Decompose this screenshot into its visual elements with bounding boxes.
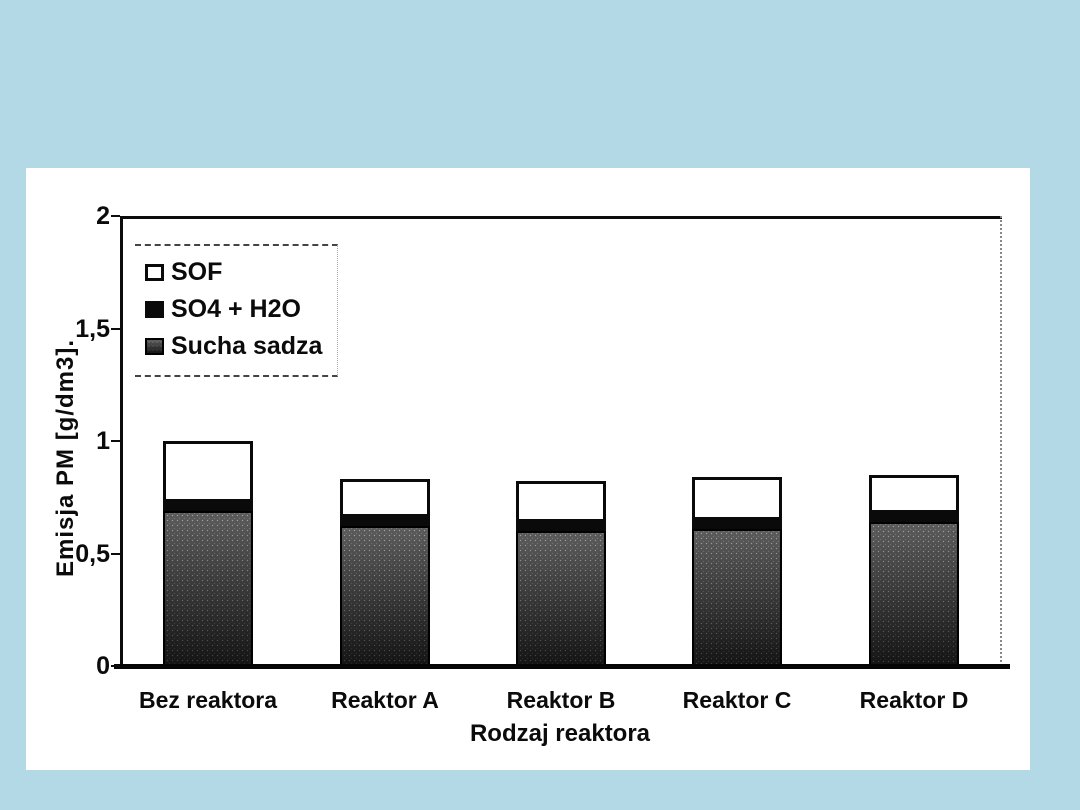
legend-label-sof: SOF	[171, 258, 223, 286]
bar-reaktor-b	[516, 481, 606, 666]
y-tick-label: 2	[96, 202, 110, 230]
segment-so4-h2o	[869, 513, 959, 522]
segment-so4-h2o	[163, 502, 253, 511]
y-tick-mark-1	[111, 440, 120, 442]
segment-so4-h2o	[692, 520, 782, 529]
segment-so4-h2o	[340, 517, 430, 526]
legend-swatch-sof-icon	[145, 264, 164, 281]
x-axis-line	[114, 664, 1010, 669]
legend-swatch-sucha-sadza-icon	[145, 338, 164, 355]
legend-row-sof: SOF	[145, 254, 337, 291]
x-category-label-reaktor-d: Reaktor D	[859, 687, 969, 713]
plot-right-border	[1000, 216, 1002, 666]
segment-sucha-sadza	[692, 529, 782, 666]
x-category-label-bez-reaktora: Bez reaktora	[138, 687, 278, 713]
legend-label-sucha-sadza: Sucha sadza	[171, 332, 323, 360]
bar-reaktor-a	[340, 479, 430, 666]
bar-reaktor-c	[692, 477, 782, 666]
segment-sucha-sadza	[340, 526, 430, 666]
x-category-label-reaktor-c: Reaktor C	[682, 687, 792, 713]
segment-sof	[692, 477, 782, 520]
segment-sof	[516, 481, 606, 522]
segment-sucha-sadza	[163, 511, 253, 666]
segment-so4-h2o	[516, 522, 606, 531]
y-tick-label: 0,5	[75, 539, 110, 568]
x-axis-title: Rodzaj reaktora	[469, 720, 651, 747]
legend-swatch-so4-h2o-icon	[145, 301, 164, 318]
y-tick-label: 1,5	[75, 314, 110, 343]
legend-row-sucha-sadza: Sucha sadza	[145, 328, 337, 365]
y-tick-mark-0	[111, 665, 120, 667]
segment-sucha-sadza	[516, 531, 606, 666]
bar-bez-reaktora	[163, 441, 253, 666]
y-tick-mark-0-5	[111, 552, 120, 555]
x-category-label-reaktor-b: Reaktor B	[506, 687, 616, 713]
y-tick-label: 1	[96, 427, 110, 455]
plot-area: SOF SO4 + H2O Sucha sadza	[114, 216, 1010, 669]
y-axis-title: Emisja PM [g/dm3].	[52, 338, 79, 578]
y-tick-mark-2	[111, 215, 120, 217]
legend-row-so4-h2o: SO4 + H2O	[145, 291, 337, 328]
segment-sof	[163, 441, 253, 502]
bar-reaktor-d	[869, 475, 959, 666]
legend-label-so4-h2o: SO4 + H2O	[171, 295, 301, 323]
y-axis-line	[120, 216, 123, 666]
y-tick-label: 0	[96, 652, 110, 680]
segment-sof	[869, 475, 959, 513]
chart-panel: SOF SO4 + H2O Sucha sadza 0 0,5 1 1,5 2 Bez re…	[26, 168, 1030, 770]
chart-legend: SOF SO4 + H2O Sucha sadza	[135, 244, 338, 377]
segment-sof	[340, 479, 430, 517]
segment-sucha-sadza	[869, 522, 959, 666]
x-category-label-reaktor-a: Reaktor A	[331, 687, 439, 713]
y-tick-mark-1-5	[111, 327, 120, 330]
gridline-y2	[120, 216, 1002, 219]
